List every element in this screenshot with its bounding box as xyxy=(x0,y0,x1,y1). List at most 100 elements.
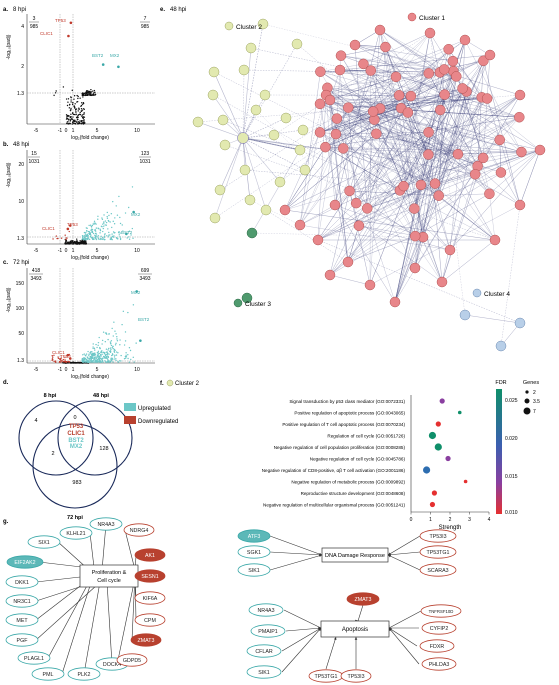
cluster1-node[interactable] xyxy=(429,178,441,189)
gene-node-atf3[interactable] xyxy=(237,529,271,543)
cluster3-node[interactable] xyxy=(241,292,253,304)
cluster1-node[interactable] xyxy=(389,296,401,308)
cluster3-node[interactable] xyxy=(246,227,258,239)
cluster1-node[interactable] xyxy=(334,64,346,76)
cluster1-node[interactable] xyxy=(452,148,464,160)
cluster1-node[interactable] xyxy=(364,279,376,291)
cluster2-node[interactable] xyxy=(257,18,269,30)
gene-node-cpm[interactable] xyxy=(134,613,166,627)
gene-node-tp53i3[interactable] xyxy=(419,529,457,543)
cluster1-node[interactable] xyxy=(438,64,450,75)
cluster2-node[interactable] xyxy=(274,176,286,188)
cluster1-node[interactable] xyxy=(447,55,459,67)
gene-node-gdpd5[interactable] xyxy=(116,653,148,667)
cluster1-node[interactable] xyxy=(350,197,362,209)
cluster4-node[interactable] xyxy=(495,340,507,352)
gene-node-ndrg4[interactable] xyxy=(123,523,155,537)
gene-node-tnfrsf10d[interactable] xyxy=(420,604,462,618)
gene-node-sesn1[interactable] xyxy=(134,569,166,583)
cluster2-node[interactable] xyxy=(217,114,229,126)
cluster1-node[interactable] xyxy=(484,49,496,61)
cluster1-node[interactable] xyxy=(330,128,342,140)
cluster1-node[interactable] xyxy=(324,94,336,106)
gene-node-nr4a3[interactable] xyxy=(89,517,123,531)
cluster1-node[interactable] xyxy=(342,256,354,268)
cluster1-node[interactable] xyxy=(424,27,436,39)
cluster1-node[interactable] xyxy=(415,179,427,191)
cluster2-node[interactable] xyxy=(214,184,226,196)
gene-node-met[interactable] xyxy=(5,613,39,627)
gene-node-cflar[interactable] xyxy=(246,644,282,658)
cluster2-node[interactable] xyxy=(219,139,231,151)
cluster1-node[interactable] xyxy=(433,190,444,201)
cluster1-node[interactable] xyxy=(459,34,471,46)
gene-node-six1[interactable] xyxy=(27,535,61,549)
cluster1-node[interactable] xyxy=(312,234,324,246)
cluster1-node[interactable] xyxy=(344,185,355,197)
gene-node-cyfip2[interactable] xyxy=(421,621,457,635)
cluster1-node[interactable] xyxy=(393,90,405,101)
cluster1-node[interactable] xyxy=(314,127,326,138)
cluster1-node[interactable] xyxy=(315,66,326,77)
cluster1-node[interactable] xyxy=(338,143,349,154)
cluster1-node[interactable] xyxy=(494,134,505,146)
cluster1-node[interactable] xyxy=(423,149,434,160)
cluster1-node[interactable] xyxy=(514,199,526,211)
gene-node-eif2ak2[interactable] xyxy=(6,555,44,569)
gene-node-dkk1[interactable] xyxy=(5,575,39,589)
cluster1-node[interactable] xyxy=(374,24,386,36)
cluster1-node[interactable] xyxy=(320,141,331,153)
cluster1-node[interactable] xyxy=(279,204,291,216)
cluster2-node[interactable] xyxy=(238,64,250,76)
cluster1-node[interactable] xyxy=(361,203,373,214)
cluster1-node[interactable] xyxy=(314,98,326,110)
gene-node-sik1[interactable] xyxy=(237,563,271,577)
gene-node-pml[interactable] xyxy=(31,667,65,681)
gene-node-zmat3[interactable] xyxy=(130,633,162,647)
cluster1-node[interactable] xyxy=(405,90,417,102)
cluster1-node[interactable] xyxy=(409,203,420,214)
cluster1-node[interactable] xyxy=(514,111,525,123)
cluster1-node[interactable] xyxy=(358,58,369,70)
cluster1-node[interactable] xyxy=(534,144,546,156)
cluster1-node[interactable] xyxy=(423,68,435,79)
cluster1-node[interactable] xyxy=(457,83,468,94)
cluster2-node[interactable] xyxy=(250,104,262,116)
cluster2-node[interactable] xyxy=(245,42,257,54)
cluster1-node[interactable] xyxy=(371,128,382,140)
cluster2-node[interactable] xyxy=(192,116,204,128)
gene-node-ak1[interactable] xyxy=(134,548,166,562)
gene-node-sgk1[interactable] xyxy=(237,545,271,559)
cluster2-hub-node[interactable] xyxy=(237,132,249,144)
gene-node-fdxr[interactable] xyxy=(419,639,455,653)
cluster1-node[interactable] xyxy=(367,106,379,117)
cluster2-node[interactable] xyxy=(244,194,256,206)
cluster1-node[interactable] xyxy=(514,89,526,101)
cluster1-node[interactable] xyxy=(439,89,450,100)
cluster2-node[interactable] xyxy=(260,204,272,216)
gene-node-zmat3[interactable] xyxy=(346,592,380,606)
gene-node-pmaip1[interactable] xyxy=(250,624,286,638)
cluster1-node[interactable] xyxy=(443,43,454,55)
cluster1-node[interactable] xyxy=(365,65,377,76)
cluster1-node[interactable] xyxy=(343,102,354,113)
cluster1-node[interactable] xyxy=(329,199,341,211)
cluster1-node[interactable] xyxy=(484,188,495,200)
gene-node-nr4a3[interactable] xyxy=(248,603,284,617)
cluster1-node[interactable] xyxy=(398,180,409,192)
cluster2-node[interactable] xyxy=(294,144,306,156)
cluster1-node[interactable] xyxy=(495,167,507,178)
gene-node-pgf[interactable] xyxy=(5,633,39,647)
cluster2-node[interactable] xyxy=(268,129,280,141)
gene-node-scara3[interactable] xyxy=(419,563,457,577)
cluster2-node[interactable] xyxy=(280,112,292,124)
cluster2-node[interactable] xyxy=(297,124,309,136)
cluster1-node[interactable] xyxy=(409,262,421,274)
cluster1-node[interactable] xyxy=(335,50,347,61)
cluster1-node[interactable] xyxy=(481,93,493,104)
cluster1-node[interactable] xyxy=(516,146,527,158)
cluster1-node[interactable] xyxy=(444,244,456,256)
cluster1-node[interactable] xyxy=(402,107,414,118)
cluster1-node[interactable] xyxy=(436,276,448,288)
gene-node-sik1[interactable] xyxy=(246,665,282,679)
